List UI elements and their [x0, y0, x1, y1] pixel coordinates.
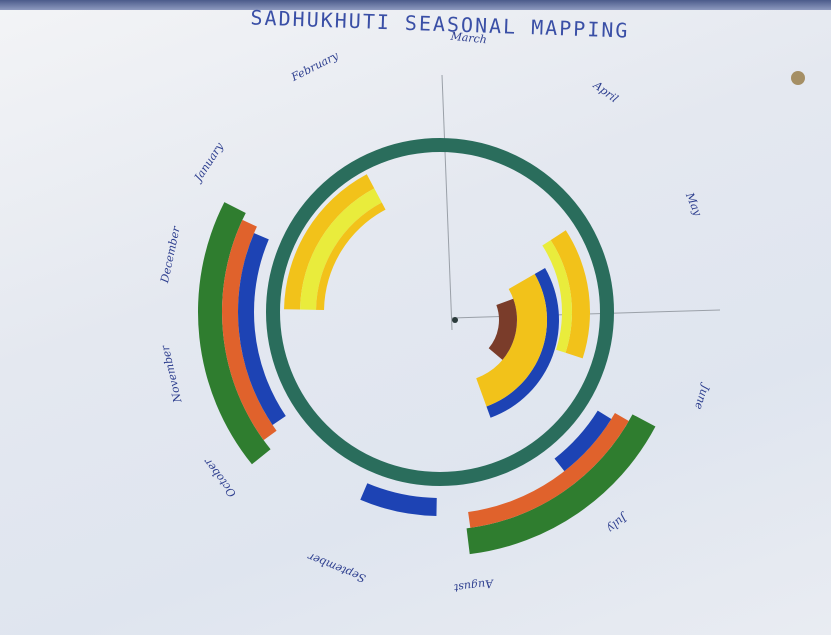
- arc-center-blue: [486, 268, 559, 418]
- arc-inner-lightyellow: [300, 188, 382, 310]
- arc-right-lightyellow: [542, 240, 572, 353]
- arc-bottom-green: [466, 414, 656, 555]
- arc-left-orange: [222, 219, 277, 441]
- arc-right-yellow: [550, 230, 590, 359]
- arc-left-green: [198, 202, 271, 465]
- vertical-guide-line: [441, 74, 453, 331]
- month-label-december: December: [158, 225, 183, 285]
- month-label-june: June: [692, 381, 713, 411]
- arc-inner-yellow-inner: [316, 202, 386, 310]
- month-label-march: March: [449, 30, 487, 47]
- arc-bottom-blue: [554, 410, 612, 472]
- arc-left-blue: [237, 233, 286, 425]
- month-label-january: January: [191, 140, 227, 186]
- month-label-july: July: [604, 510, 631, 535]
- center-dot: [452, 317, 458, 323]
- month-label-may: May: [683, 190, 705, 219]
- arc-september-blue: [360, 483, 437, 516]
- month-label-august: August: [453, 577, 495, 595]
- top-border: [0, 0, 831, 10]
- month-label-september: September: [305, 550, 367, 585]
- paper-stain: [791, 71, 805, 85]
- arc-inner-yellow-outer: [284, 174, 375, 310]
- month-label-april: April: [590, 78, 621, 106]
- month-label-february: February: [288, 49, 341, 85]
- main-ring: [266, 138, 614, 486]
- arc-bottom-orange: [468, 413, 629, 528]
- month-label-november: November: [159, 343, 185, 404]
- arc-center-yellow: [476, 274, 547, 407]
- month-label-october: October: [201, 455, 239, 499]
- arc-center-brown: [488, 298, 517, 360]
